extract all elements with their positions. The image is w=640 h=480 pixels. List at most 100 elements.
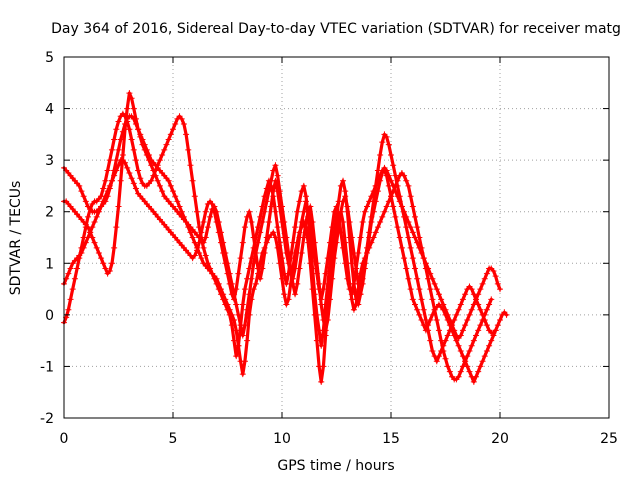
x-tick-label: 0 [60,431,69,447]
data-point-marker [289,239,296,246]
data-point-marker [438,347,445,354]
data-point-marker [224,260,231,267]
data-point-marker [383,203,390,210]
data-point-marker [453,311,460,318]
data-point-marker [427,337,434,344]
chart-title: Day 364 of 2016, Sidereal Day-to-day VTE… [51,21,621,37]
data-point-marker [313,337,320,344]
data-point-marker [333,239,340,246]
data-point-marker [346,286,353,293]
data-point-marker [128,95,135,102]
data-point-marker [191,193,198,200]
data-point-marker [466,311,473,318]
data-point-marker [172,193,179,200]
data-point-marker [113,167,120,174]
data-point-marker [388,151,394,158]
data-point-marker [416,311,423,318]
data-point-marker [152,172,159,179]
data-point-marker [497,286,503,293]
data-point-marker [483,270,490,277]
data-point-marker [420,255,427,262]
data-point-marker [357,291,364,298]
data-point-marker [137,175,144,182]
data-point-marker [403,213,410,220]
data-point-marker [200,219,207,226]
data-point-marker [106,268,113,275]
data-point-marker [405,219,412,226]
data-point-marker [414,306,421,313]
data-point-marker [294,280,301,287]
data-point-marker [411,234,418,241]
data-point-marker [204,260,211,267]
data-point-marker [261,208,268,215]
data-point-marker [324,280,331,287]
data-point-marker [407,286,414,293]
data-point-marker [106,182,113,189]
data-point-marker [268,203,275,210]
data-point-marker [187,162,194,169]
data-point-marker [154,177,161,184]
data-point-marker [265,188,272,195]
data-point-marker [475,327,482,334]
data-point-marker [446,322,453,329]
data-point-marker [462,358,469,365]
data-point-marker [283,280,290,287]
data-point-marker [324,317,331,324]
data-point-marker [193,247,200,254]
data-point-marker [117,177,124,184]
data-point-marker [252,249,259,256]
data-point-marker [163,141,170,148]
data-point-marker [374,224,381,231]
data-point-marker [335,224,342,231]
data-point-marker [113,126,120,133]
data-point-marker [464,317,471,324]
data-point-marker [235,342,242,349]
data-point-marker [388,193,394,200]
data-point-marker [296,198,303,205]
data-point-marker [435,327,442,334]
data-point-marker [224,306,231,313]
data-point-marker [98,203,105,210]
data-point-marker [250,234,257,241]
data-point-marker [385,182,392,189]
data-point-marker [309,219,316,226]
data-point-marker [183,131,190,138]
data-point-marker [429,311,436,318]
data-point-marker [451,332,458,339]
data-point-marker [490,332,497,339]
data-point-marker [283,301,290,308]
data-point-marker [252,280,259,287]
data-point-marker [272,162,279,169]
y-tick-label: -2 [40,411,54,427]
data-point-marker [93,244,100,251]
series-trace-2 [62,112,498,363]
data-point-marker [78,188,85,195]
y-tick-label: 0 [45,308,54,324]
data-point-marker [115,146,122,153]
data-point-marker [455,306,462,313]
data-point-marker [132,185,139,192]
data-point-marker [442,311,449,318]
data-point-marker [193,208,200,215]
data-point-marker [473,296,480,303]
data-point-marker [211,275,218,282]
data-point-marker [237,255,244,262]
data-point-marker [76,182,83,189]
data-point-marker [346,219,353,226]
data-point-marker [455,342,462,349]
data-point-marker [486,301,493,308]
data-point-marker [233,327,240,334]
x-tick-label: 10 [273,431,291,447]
data-point-marker [241,322,248,329]
data-point-marker [440,306,447,313]
data-point-marker [407,193,414,200]
data-point-marker [80,244,87,251]
data-point-marker [300,234,307,241]
data-point-marker [239,371,246,378]
data-point-marker [381,208,388,215]
data-point-marker [322,327,329,334]
data-point-marker [191,252,198,259]
y-tick-label: 3 [45,153,54,169]
data-point-marker [102,265,109,272]
data-point-marker [241,286,248,293]
